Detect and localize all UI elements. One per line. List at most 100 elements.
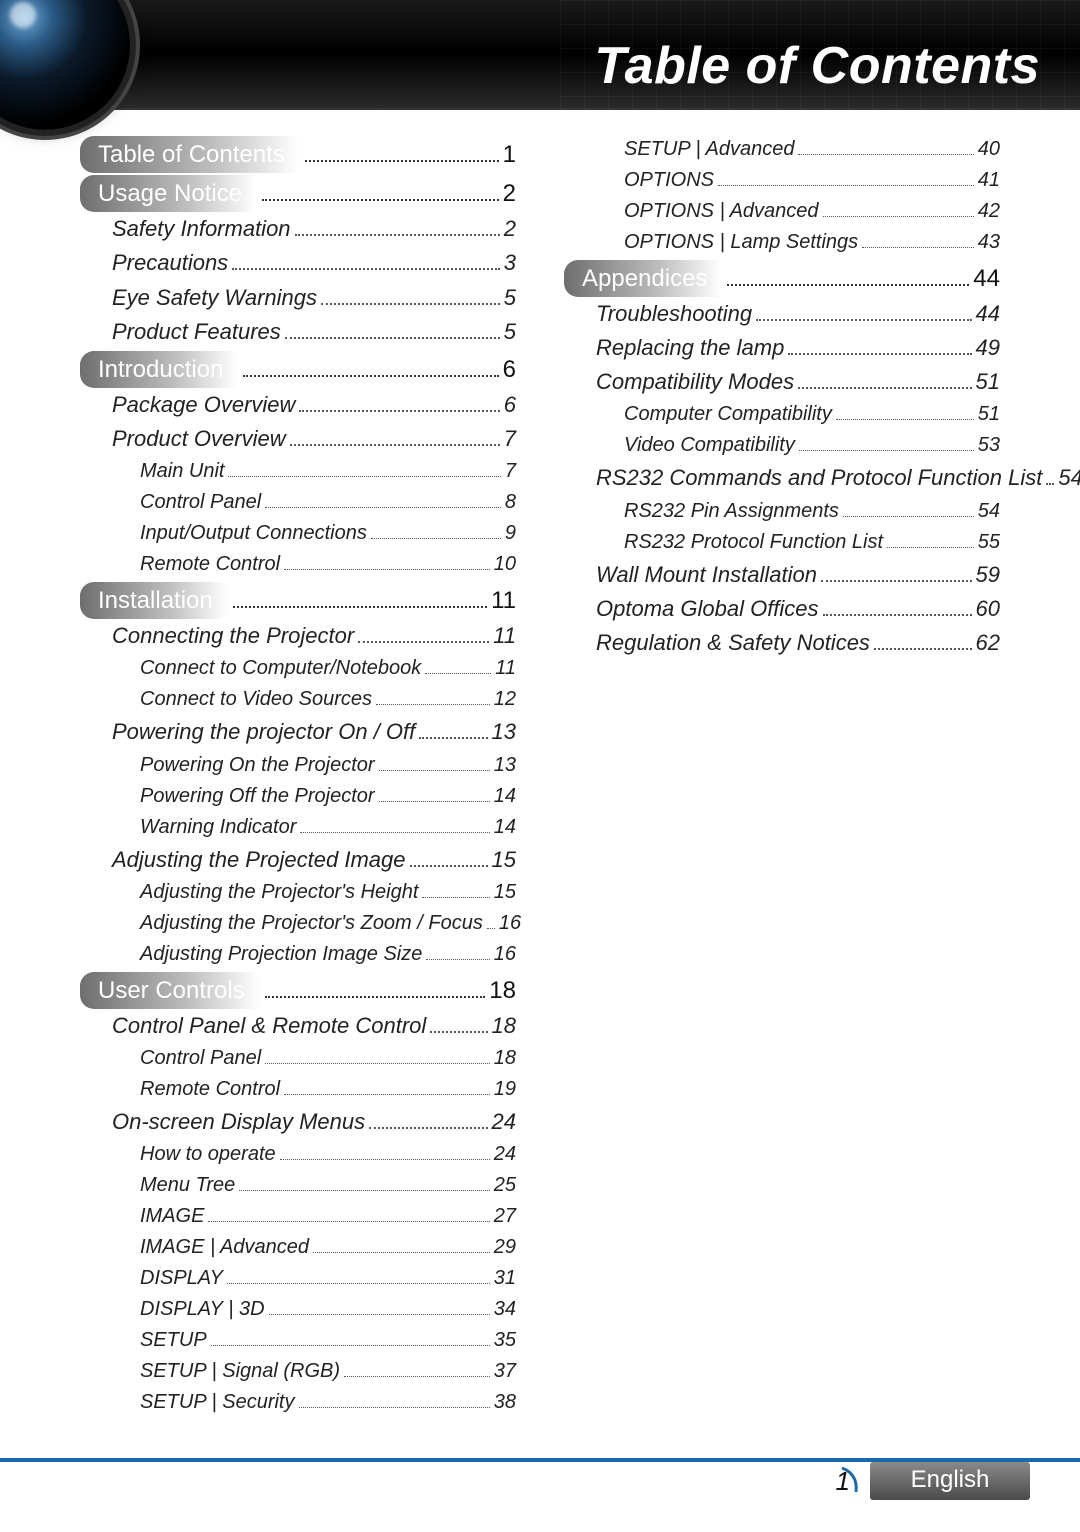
toc-entry-label: Installation [80,582,229,619]
toc-entry-label: Connect to Computer/Notebook [140,653,421,684]
toc-leader-dots [369,1109,487,1129]
toc-entry: SETUP | Security38 [80,1387,516,1418]
toc-entry: IMAGE | Advanced29 [80,1232,516,1263]
toc-entry-page: 10 [494,549,516,580]
toc-entry-label: Powering Off the Projector [140,781,375,812]
toc-entry: Wall Mount Installation59 [564,558,1000,592]
toc-leader-dots [371,521,501,539]
toc-entry-page: 40 [978,134,1000,165]
toc-entry: Adjusting the Projected Image15 [80,843,516,877]
toc-leader-dots [208,1204,489,1222]
toc-entry-page: 18 [489,972,516,1009]
toc-entry-label: Warning Indicator [140,812,296,843]
toc-entry: Regulation & Safety Notices 62 [564,626,1000,660]
toc-entry-page: 51 [976,365,1000,399]
toc-entry: On-screen Display Menus24 [80,1105,516,1139]
toc-entry: Installation11 [80,582,516,619]
toc-leader-dots [211,1328,490,1346]
toc-entry-page: 55 [978,527,1000,558]
toc-entry-page: 12 [494,684,516,715]
toc-entry: OPTIONS41 [564,165,1000,196]
toc-entry-page: 14 [494,812,516,843]
toc-entry: IMAGE27 [80,1201,516,1232]
toc-entry-label: Adjusting Projection Image Size [140,939,422,970]
toc-leader-dots [358,624,489,644]
toc-entry: RS232 Protocol Function List55 [564,527,1000,558]
toc-entry: Usage Notice2 [80,175,516,212]
toc-entry-page: 44 [976,297,1000,331]
toc-leader-dots [265,1046,490,1064]
toc-leader-dots [422,880,489,898]
toc-right-column: SETUP | Advanced40OPTIONS41OPTIONS | Adv… [564,134,1000,1422]
toc-entry-page: 8 [505,487,516,518]
toc-entry: Precautions3 [80,246,516,280]
toc-entry-page: 62 [976,626,1000,660]
toc-entry: Main Unit7 [80,456,516,487]
toc-entry-label: Computer Compatibility [624,399,832,430]
toc-leader-dots [799,433,974,451]
toc-entry-label: SETUP | Security [140,1387,295,1418]
toc-entry-page: 54 [1058,461,1080,495]
toc-entry-label: Remote Control [140,1074,280,1105]
toc-entry: Compatibility Modes 51 [564,365,1000,399]
toc-leader-dots [285,319,500,339]
footer-language-badge: English [870,1462,1030,1500]
toc-leader-dots [843,499,974,517]
toc-entry: Adjusting the Projector's Height 15 [80,877,516,908]
toc-entry-page: 5 [504,281,516,315]
toc-entry-page: 3 [504,246,516,280]
toc-entry: Video Compatibility53 [564,430,1000,461]
toc-leader-dots [836,402,974,420]
toc-entry-label: Connecting the Projector [112,619,354,653]
toc-entry-label: Control Panel [140,1043,261,1074]
toc-entry-label: Appendices [564,260,723,297]
toc-entry-page: 6 [503,351,516,388]
toc-entry-page: 44 [973,260,1000,297]
toc-leader-dots [265,976,486,998]
toc-section-pill: Installation [80,582,227,619]
toc-leader-dots [295,217,500,237]
toc-leader-dots [284,552,490,570]
toc-leader-dots [379,753,490,771]
toc-entry: SETUP | Signal (RGB)37 [80,1356,516,1387]
toc-entry-label: Table of Contents [80,136,301,173]
toc-entry-label: Optoma Global Offices [596,592,819,626]
toc-entry-page: 1 [503,136,516,173]
toc-content: Table of Contents1Usage Notice2Safety In… [80,134,1000,1422]
toc-entry-label: Remote Control [140,549,280,580]
toc-leader-dots [228,459,500,477]
toc-entry-label: RS232 Commands and Protocol Function Lis… [596,461,1042,495]
toc-entry-page: 2 [503,175,516,212]
toc-entry-label: Introduction [80,351,239,388]
toc-entry-label: Control Panel & Remote Control [112,1009,426,1043]
toc-entry-label: Regulation & Safety Notices [596,626,870,660]
toc-leader-dots [727,264,969,286]
toc-leader-dots [425,656,491,674]
toc-leader-dots [233,587,487,609]
toc-entry-page: 11 [495,653,516,684]
toc-entry-page: 15 [494,877,516,908]
toc-leader-dots [239,1173,490,1191]
toc-entry-label: IMAGE | Advanced [140,1232,309,1263]
toc-entry-label: OPTIONS [624,165,714,196]
toc-leader-dots [419,720,487,740]
toc-entry: Connect to Computer/Notebook 11 [80,653,516,684]
toc-entry: Connect to Video Sources12 [80,684,516,715]
toc-entry-label: Compatibility Modes [596,365,794,399]
toc-leader-dots [344,1359,490,1377]
toc-entry-label: Product Overview [112,422,286,456]
toc-entry-label: IMAGE [140,1201,204,1232]
toc-entry-label: Adjusting the Projector's Height [140,877,418,908]
toc-left-column: Table of Contents1Usage Notice2Safety In… [80,134,516,1422]
toc-entry: Control Panel8 [80,487,516,518]
toc-entry-page: 7 [505,456,516,487]
toc-entry-page: 19 [494,1074,516,1105]
toc-entry: Adjusting Projection Image Size16 [80,939,516,970]
toc-entry: RS232 Commands and Protocol Function Lis… [564,461,1000,495]
toc-entry-label: Troubleshooting [596,297,752,331]
toc-entry-page: 37 [494,1356,516,1387]
toc-leader-dots [300,815,489,833]
toc-entry-label: OPTIONS | Lamp Settings [624,227,858,258]
toc-entry-page: 59 [976,558,1000,592]
toc-leader-dots [487,911,495,929]
